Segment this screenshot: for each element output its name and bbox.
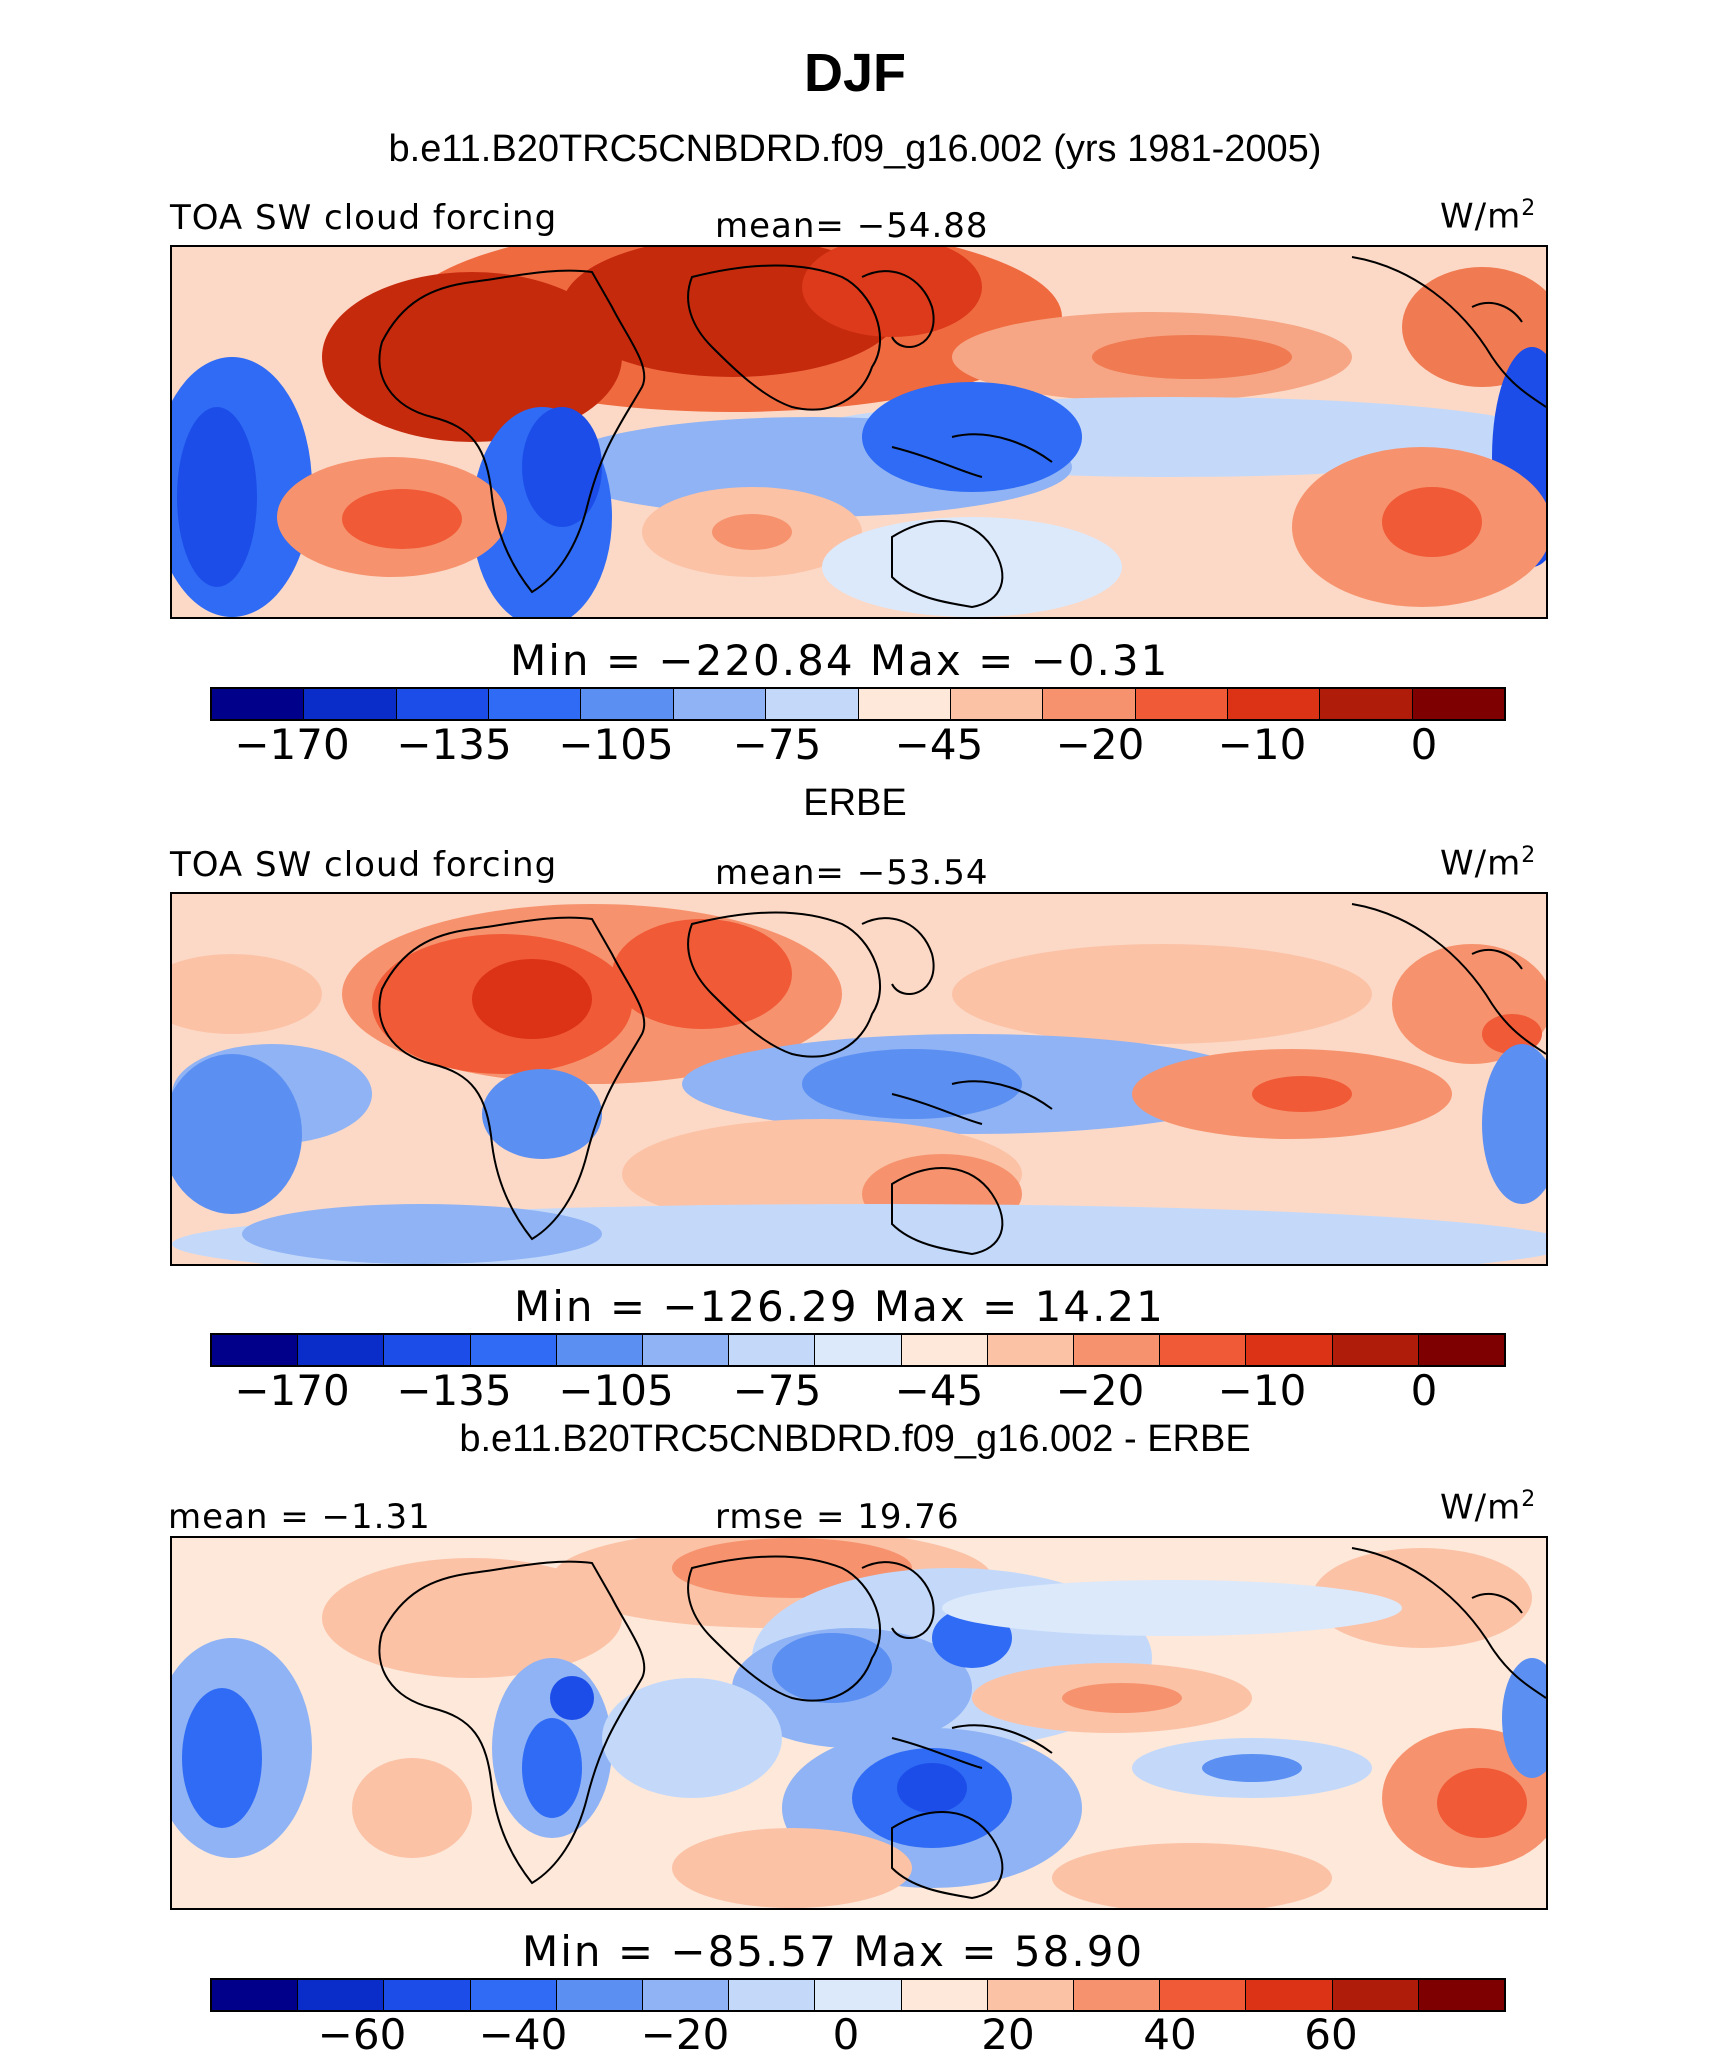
panel-2-minmax: Min = −126.29 Max = 14.21	[514, 1282, 1165, 1331]
panel-3-rmse-label: rmse = 19.76	[715, 1497, 960, 1537]
figure-title: DJF	[803, 43, 906, 103]
panel-2-units: W/m2	[1440, 843, 1537, 884]
panel-2-subtitle: ERBE	[803, 782, 907, 824]
panel-3-tick: 20	[981, 2010, 1035, 2059]
panel-3-minmax: Min = −85.57 Max = 58.90	[522, 1927, 1145, 1976]
panel-1-subtitle: b.e11.B20TRC5CNBDRD.f09_g16.002 (yrs 198…	[388, 128, 1322, 170]
panel-2-tick: 0	[1410, 1366, 1438, 1415]
panel-1-field	[172, 247, 1546, 617]
panel-2-coastlines	[378, 903, 1546, 1256]
panel-2-tick: −75	[732, 1366, 822, 1415]
panel-1-tick: −170	[234, 720, 350, 769]
panel-1-mean-label: mean= −54.88	[715, 206, 989, 246]
panel-1-tick: −105	[558, 720, 674, 769]
panel-3-tick: −40	[478, 2010, 568, 2059]
panel-1-coastlines	[378, 256, 1546, 609]
panel-2-tick: −105	[558, 1366, 674, 1415]
panel-1-units: W/m2	[1440, 196, 1537, 237]
panel-2-variable-label: TOA SW cloud forcing	[170, 845, 558, 885]
panel-3-tick: 0	[832, 2010, 860, 2059]
panel-1-tick: −10	[1217, 720, 1307, 769]
panel-1-map	[170, 245, 1548, 619]
panel-1-tick: −45	[894, 720, 984, 769]
panel-3-tick: 40	[1143, 2010, 1197, 2059]
panel-1-tick: 0	[1410, 720, 1438, 769]
panel-2-colorbar	[210, 1333, 1506, 1367]
panel-2-tick: −135	[396, 1366, 512, 1415]
panel-3-colorbar	[210, 1978, 1506, 2012]
panel-1-tick: −135	[396, 720, 512, 769]
panel-3-field	[172, 1538, 1546, 1908]
panel-2-tick: −45	[894, 1366, 984, 1415]
panel-1-tick: −75	[732, 720, 822, 769]
panel-3-tick: −20	[640, 2010, 730, 2059]
panel-1-minmax: Min = −220.84 Max = −0.31	[510, 636, 1170, 685]
panel-2-tick: −10	[1217, 1366, 1307, 1415]
panel-3-tick: −60	[317, 2010, 407, 2059]
panel-1-colorbar	[210, 687, 1506, 721]
panel-2-map	[170, 892, 1548, 1266]
panel-2-mean-label: mean= −53.54	[715, 853, 989, 893]
panel-2-tick: −170	[234, 1366, 350, 1415]
panel-3-coastlines	[378, 1547, 1546, 1900]
panel-3-units: W/m2	[1440, 1487, 1537, 1528]
panel-3-mean-label: mean = −1.31	[168, 1497, 431, 1537]
panel-3-map	[170, 1536, 1548, 1910]
panel-3-subtitle: b.e11.B20TRC5CNBDRD.f09_g16.002 - ERBE	[459, 1418, 1251, 1460]
panel-3-tick: 60	[1304, 2010, 1358, 2059]
panel-2-field	[172, 904, 1546, 1264]
panel-1-variable-label: TOA SW cloud forcing	[170, 198, 558, 238]
panel-2-tick: −20	[1055, 1366, 1145, 1415]
panel-1-tick: −20	[1055, 720, 1145, 769]
